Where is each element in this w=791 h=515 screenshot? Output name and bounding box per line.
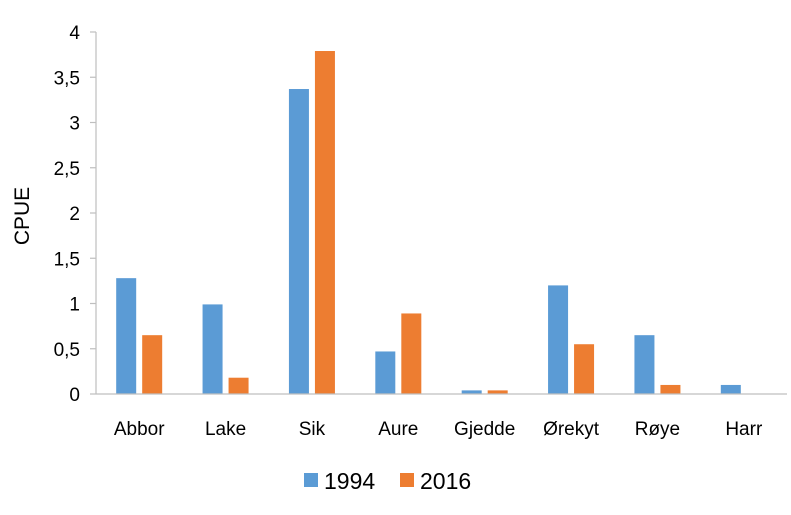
- y-tick-label: 1,5: [54, 249, 80, 270]
- y-tick-label: 2,5: [54, 159, 80, 180]
- x-tick-label: Harr: [725, 419, 763, 440]
- bar-1994-Aure: [375, 351, 396, 394]
- bar-2016-Sik: [314, 51, 335, 394]
- bar-2016-Aure: [401, 313, 422, 394]
- bars: [116, 51, 741, 394]
- legend-swatch-2016: [400, 473, 414, 487]
- x-tick-label: Abbor: [114, 419, 165, 440]
- bar-2016-Ørekyt: [574, 344, 595, 394]
- x-tick-label: Gjedde: [454, 419, 515, 440]
- x-tick-label: Ørekyt: [543, 419, 600, 440]
- legend-label: 1994: [324, 468, 375, 494]
- bar-1994-Sik: [288, 89, 309, 394]
- x-tick-label: Røye: [635, 419, 680, 440]
- bar-2016-Abbor: [142, 335, 163, 394]
- y-tick-label: 3,5: [54, 68, 80, 89]
- y-tick-label: 1: [69, 295, 80, 316]
- y-axis-title: CPUE: [11, 187, 34, 245]
- legend-swatch-1994: [304, 473, 318, 487]
- x-tick-label: Sik: [299, 419, 326, 440]
- x-tick-label: Lake: [205, 419, 246, 440]
- bar-2016-Gjedde: [487, 390, 508, 394]
- legend-label: 2016: [420, 468, 471, 494]
- y-tick-label: 0,5: [54, 340, 80, 361]
- y-tick-marks: [90, 31, 96, 395]
- bar-1994-Harr: [720, 384, 741, 394]
- legend: 1994 2016: [304, 468, 471, 494]
- y-tick-label: 4: [69, 23, 80, 44]
- bar-1994-Ørekyt: [548, 285, 569, 394]
- bar-1994-Røye: [634, 335, 655, 394]
- bar-2016-Røye: [660, 384, 681, 394]
- y-tick-labels: 0 0,5 1 1,5 2 2,5 3 3,5 4: [54, 23, 81, 406]
- y-tick-label: 3: [69, 114, 80, 135]
- y-tick-label: 2: [69, 204, 80, 225]
- y-tick-label: 0: [69, 385, 80, 406]
- x-tick-labels: Abbor Lake Sik Aure Gjedde Ørekyt Røye Harr: [114, 419, 763, 440]
- x-tick-label: Aure: [378, 419, 418, 440]
- bar-1994-Abbor: [116, 278, 137, 394]
- bar-2016-Lake: [228, 377, 249, 394]
- bar-1994-Lake: [202, 304, 223, 394]
- bar-1994-Gjedde: [461, 390, 482, 394]
